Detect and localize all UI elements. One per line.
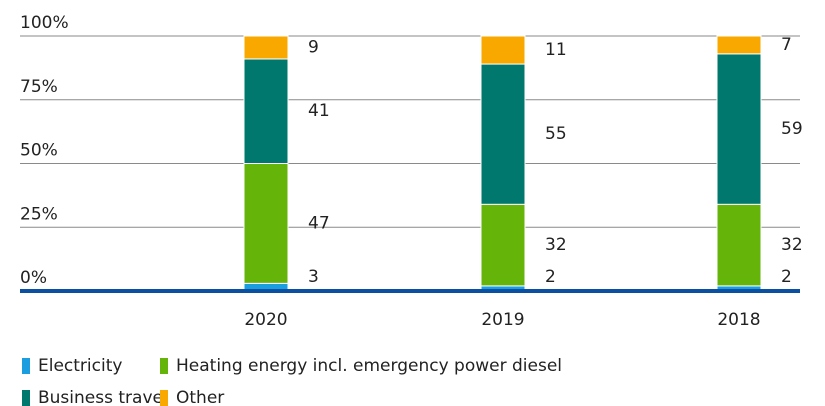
y-tick-label: 0% — [20, 268, 47, 288]
y-tick-label: 75% — [20, 77, 58, 97]
data-label: 55 — [545, 124, 567, 144]
bar-segment — [480, 203, 526, 287]
bar-segment — [243, 163, 289, 284]
legend-label: Business travel — [38, 388, 168, 406]
legend-swatch — [160, 358, 168, 374]
bar-segment — [243, 35, 289, 60]
x-tick-label: 2019 — [481, 310, 524, 330]
y-tick-label: 100% — [20, 13, 69, 33]
data-label: 3 — [308, 267, 319, 287]
data-label: 32 — [545, 235, 567, 255]
legend-label: Other — [176, 388, 224, 406]
y-tick-label: 25% — [20, 204, 58, 224]
x-tick-label: 2020 — [244, 310, 287, 330]
legend-label: Heating energy incl. emergency power die… — [176, 356, 562, 376]
legend-swatch — [22, 390, 30, 406]
data-label: 7 — [781, 35, 792, 55]
data-label: 9 — [308, 37, 319, 57]
bar-segment — [716, 53, 762, 205]
bar-segment — [480, 35, 526, 65]
y-tick-label: 50% — [20, 141, 58, 161]
data-label: 47 — [308, 213, 330, 233]
data-label: 2 — [781, 267, 792, 287]
bar-segment — [243, 58, 289, 165]
bar-segment — [716, 35, 762, 55]
data-label: 59 — [781, 119, 803, 139]
legend-swatch — [22, 358, 30, 374]
data-label: 2 — [545, 267, 556, 287]
bar-segment — [716, 203, 762, 287]
legend-swatch — [160, 390, 168, 406]
data-label: 32 — [781, 235, 803, 255]
data-label: 11 — [545, 40, 567, 60]
data-label: 41 — [308, 101, 330, 121]
x-tick-label: 2018 — [717, 310, 760, 330]
legend-label: Electricity — [38, 356, 122, 376]
bar-segment — [480, 63, 526, 205]
